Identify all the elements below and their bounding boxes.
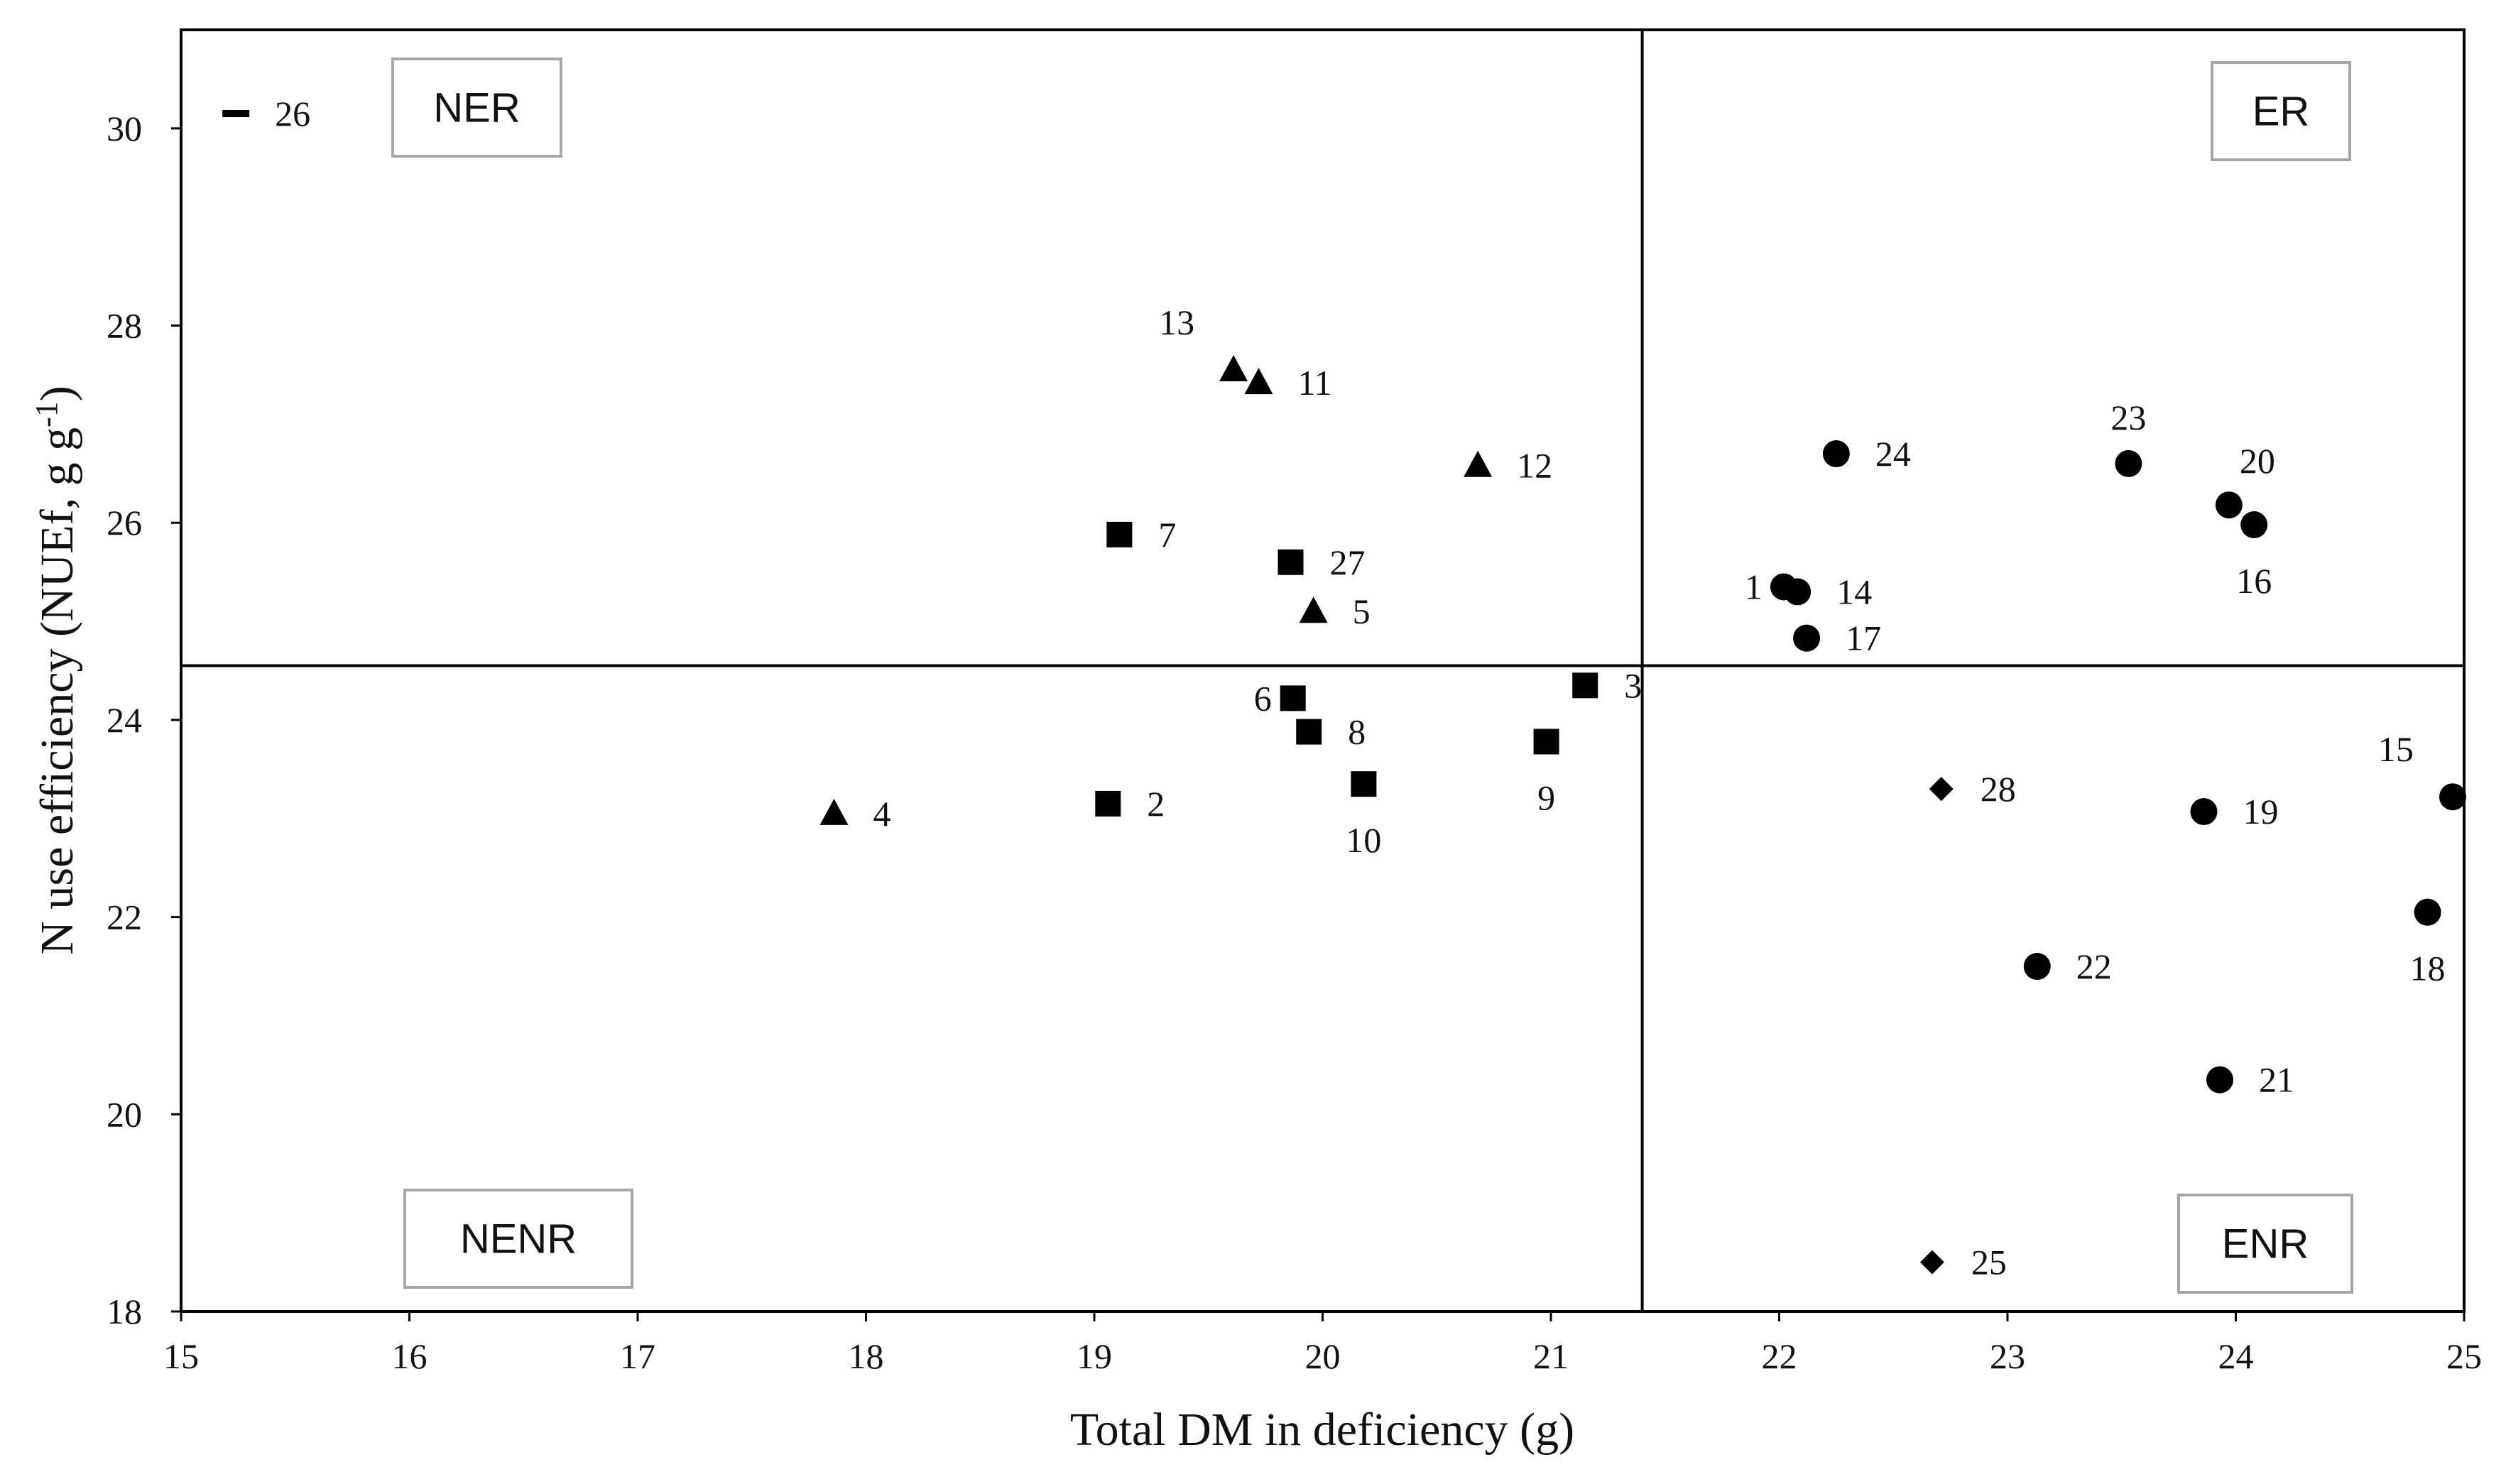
point-label-16: 16 (2236, 561, 2272, 601)
point-label-7: 7 (1158, 515, 1176, 555)
point-label-6: 6 (1254, 678, 1272, 718)
point-label-12: 12 (1517, 446, 1552, 486)
y-tick-label: 18 (107, 1292, 142, 1331)
point-label-9: 9 (1537, 778, 1555, 817)
data-point-10 (1351, 771, 1377, 797)
data-point-19 (2190, 798, 2218, 826)
data-point-14 (1784, 578, 1812, 606)
point-label-26: 26 (275, 94, 310, 133)
point-label-8: 8 (1348, 712, 1366, 752)
data-point-11 (1244, 368, 1273, 395)
point-label-21: 21 (2259, 1060, 2294, 1100)
data-point-16 (2240, 511, 2268, 539)
data-point-23 (2115, 449, 2142, 477)
point-label-20: 20 (2240, 441, 2275, 481)
y-axis-title-main: N use efficiency (NUEf, g g (31, 427, 83, 955)
point-label-13: 13 (1159, 302, 1194, 342)
plot-area (180, 28, 2466, 1313)
point-label-25: 25 (1971, 1243, 2007, 1282)
data-point-21 (2206, 1066, 2233, 1093)
point-label-14: 14 (1836, 572, 1872, 611)
x-tick-label: 24 (2218, 1336, 2254, 1376)
data-point-8 (1296, 719, 1322, 745)
data-point-12 (1464, 450, 1493, 477)
y-tick-label: 22 (107, 898, 142, 937)
y-tick-label: 20 (107, 1094, 142, 1134)
point-label-10: 10 (1346, 820, 1381, 860)
data-point-18 (2414, 898, 2441, 926)
data-point-27 (1277, 549, 1304, 575)
y-tick-label: 28 (107, 306, 142, 346)
point-label-5: 5 (1353, 591, 1371, 631)
quadrant-label-box (2211, 61, 2351, 161)
quadrant-label: ER (2252, 89, 2310, 135)
data-point-24 (1822, 440, 1850, 468)
data-point-17 (1793, 624, 1821, 652)
x-tick-label: 21 (1533, 1336, 1569, 1376)
y-tick-label: 26 (107, 503, 142, 542)
data-point-9 (1533, 729, 1559, 755)
data-point-25 (1919, 1250, 1944, 1275)
x-tick-label: 18 (849, 1336, 884, 1376)
data-point-26 (222, 110, 250, 118)
data-point-20 (2215, 491, 2243, 519)
y-tick-label: 30 (107, 109, 142, 148)
point-label-28: 28 (1981, 769, 2016, 809)
point-label-17: 17 (1846, 618, 1881, 658)
x-tick-label: 25 (2446, 1336, 2482, 1376)
point-label-22: 22 (2076, 946, 2112, 986)
y-tick-label: 24 (107, 700, 142, 740)
point-label-23: 23 (2110, 398, 2146, 437)
x-tick-label: 15 (163, 1336, 199, 1376)
point-label-19: 19 (2243, 792, 2278, 831)
data-point-2 (1095, 790, 1121, 817)
quadrant-label-box (391, 58, 562, 158)
quadrant-label-box (403, 1189, 633, 1289)
data-point-3 (1572, 672, 1598, 699)
data-point-15 (2439, 783, 2466, 811)
x-tick-label: 23 (1990, 1336, 2025, 1376)
point-label-15: 15 (2378, 729, 2414, 769)
y-axis-title-end: ) (31, 386, 83, 401)
data-point-4 (819, 798, 849, 825)
y-axis-title: N use efficiency (NUEf, g g-1) (29, 386, 83, 955)
point-label-4: 4 (873, 794, 890, 834)
x-tick-label: 17 (620, 1336, 655, 1376)
x-axis-title: Total DM in deficiency (g) (1070, 1404, 1574, 1456)
quadrant-label: NER (433, 85, 520, 131)
point-label-3: 3 (1624, 665, 1642, 705)
point-label-11: 11 (1297, 363, 1331, 403)
point-label-1: 1 (1745, 567, 1763, 606)
quadrant-label: NENR (460, 1216, 577, 1262)
point-label-2: 2 (1147, 784, 1165, 824)
point-label-24: 24 (1875, 434, 1911, 474)
data-point-6 (1280, 685, 1306, 711)
point-label-18: 18 (2410, 949, 2446, 988)
x-tick-label: 19 (1077, 1336, 1112, 1376)
y-axis-title-superscript: -1 (29, 401, 64, 427)
x-tick-label: 20 (1305, 1336, 1341, 1376)
data-point-7 (1106, 521, 1133, 547)
data-point-22 (2023, 953, 2051, 981)
x-tick-label: 22 (1762, 1336, 1797, 1376)
x-tick-label: 16 (392, 1336, 427, 1376)
data-point-13 (1219, 355, 1248, 382)
point-label-27: 27 (1329, 542, 1365, 582)
data-point-5 (1299, 596, 1328, 623)
quadrant-label: ENR (2222, 1221, 2309, 1267)
quadrant-label-box (2177, 1194, 2353, 1294)
data-point-28 (1929, 777, 1954, 802)
